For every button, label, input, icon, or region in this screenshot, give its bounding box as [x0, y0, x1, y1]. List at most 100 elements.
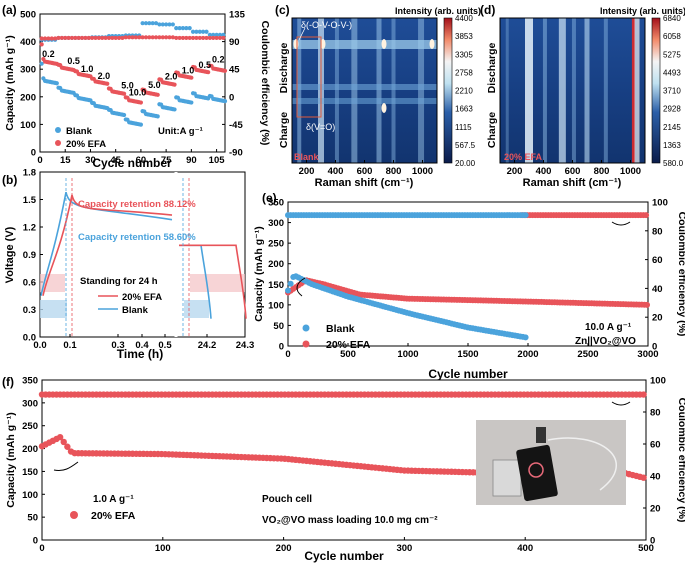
- series-marks-a: [39, 21, 228, 127]
- ce-point-blank: [153, 21, 159, 26]
- band-horizontal: [292, 84, 437, 90]
- ce-point-efa: [120, 35, 125, 41]
- hotspot: [320, 39, 326, 49]
- colorbar-tick-label: 5275: [663, 50, 681, 59]
- y-axis-b-tick-label: 0.9: [23, 250, 36, 261]
- ce-point-efa: [100, 35, 105, 41]
- capacity-point-efa: [60, 438, 67, 446]
- ce-point-efa: [194, 35, 199, 41]
- y2-axis-e: 0 20 40 60 80 100: [645, 198, 668, 353]
- y-axis-e-tick-label: 50: [273, 321, 284, 332]
- colorbar-tick-label: 3710: [663, 87, 681, 96]
- rate-label: 1.0: [182, 65, 195, 75]
- ce-point-efa: [56, 35, 61, 41]
- y-axis-b-tick-label: 0.3: [23, 305, 36, 316]
- panel-a: (a) 0 100 200 300 400 500 -90 -45 0 45 90 135 0 15 3…: [2, 3, 271, 170]
- side-label-charge-d: Charge: [486, 112, 498, 148]
- panel-label-b: (b): [2, 173, 17, 187]
- ce-point-efa: [184, 35, 189, 41]
- ce-point-efa: [211, 35, 216, 41]
- ce-point-blank: [143, 21, 149, 26]
- y-axis-a: 0 100 200 300 400 500: [20, 10, 43, 159]
- capacity-point-efa: [56, 433, 64, 441]
- x-axis-a-tick-label: 0: [37, 155, 42, 166]
- ce-point-efa: [164, 35, 169, 40]
- heatmap-bands-d: [505, 18, 640, 163]
- y2-axis-label-a: Coulombic efficiency (%): [259, 21, 271, 146]
- ce-point-efa: [53, 36, 58, 41]
- ce-point-efa: [140, 35, 145, 40]
- x-axis-e-tick-label: 500: [340, 349, 356, 360]
- y-axis-f-tick-label: 50: [27, 513, 38, 524]
- ce-point-blank: [190, 29, 196, 34]
- arrow-to-right-axis-f: [611, 401, 631, 406]
- raman-band: [542, 18, 547, 163]
- capacity-point-blank: [54, 81, 59, 86]
- raman-band: [418, 18, 425, 163]
- ce-point-blank: [174, 26, 179, 31]
- x-axis-a-tick-label: 45: [110, 155, 121, 166]
- colorbar-title-c: Intensity (arb. units): [395, 6, 481, 16]
- y2-axis-a-tick-label: 45: [229, 65, 240, 76]
- y2-axis-label-f: Coulombic efficiency (%): [676, 398, 685, 523]
- ce-point-efa: [197, 35, 202, 41]
- annotation-ovov-c: δ(-O-V-O-V-): [301, 20, 352, 30]
- y2-axis-a-tick-label: 0: [229, 92, 234, 103]
- y-axis-a-tick-label: 200: [20, 92, 36, 103]
- capacity-point-efa: [172, 82, 177, 87]
- ce-point-efa: [160, 35, 165, 40]
- ce-point-efa: [643, 212, 650, 219]
- colorbar-tick-label: 3853: [455, 32, 473, 41]
- capacity-point-blank: [155, 114, 160, 119]
- x-axis-label-b: Time (h): [117, 347, 163, 361]
- y2-axis-e-tick-label: 20: [652, 313, 663, 324]
- legend-label-efa-e: 20% EFA: [326, 339, 371, 351]
- x-axis-f-tick-label: 0: [39, 543, 44, 554]
- panel-f: (f) 0 50 100 150 200 250 300 350 0 20 40 60 80 100 0…: [2, 375, 685, 563]
- x-axis-b-tick-label: 24.2: [198, 340, 217, 351]
- x-axis-a-tick-label: 15: [60, 155, 71, 166]
- ce-point-blank: [160, 22, 165, 27]
- side-label-discharge-c: Discharge: [278, 42, 290, 93]
- y-axis-e-tick-label: 0: [279, 342, 284, 353]
- legend-label-efa-a: 20% EFA: [66, 139, 106, 150]
- hotspot: [381, 103, 387, 113]
- ce-point-efa: [90, 35, 95, 41]
- colorbar-tick-label: 6840: [663, 14, 681, 23]
- ce-point-efa: [46, 36, 51, 41]
- band-horizontal: [292, 98, 437, 104]
- panel-d: (d) Intensity (arb. units) 20% EFA Disch…: [480, 3, 685, 189]
- colorbar-tick-label: 1663: [455, 105, 473, 114]
- y2-axis-label-e: Coulombic efficiency (%): [676, 212, 685, 337]
- shade-blank-left-b: [40, 300, 67, 318]
- ce-point-blank: [140, 21, 145, 26]
- legend-label-efa-b: 20% EFA: [122, 292, 162, 303]
- colorbar-ticks-c: 4400 3853 3305 2758 2210 1663 1115 567.5 20.00: [455, 14, 476, 168]
- y-axis-label-b: Voltage (V): [4, 226, 16, 283]
- x-axis-a-tick-label: 105: [209, 155, 226, 166]
- ce-point-efa: [170, 35, 175, 40]
- x-axis-e: 0 500 1000 1500 2000 2500 3000: [285, 343, 659, 360]
- rate-note-e: 10.0 A g⁻¹: [585, 322, 632, 333]
- colorbar-tick-label: 20.00: [455, 159, 476, 168]
- ce-point-efa: [86, 35, 91, 41]
- panel-label-f: (f): [2, 375, 14, 389]
- ce-point-efa: [153, 35, 159, 40]
- ce-point-blank: [197, 29, 202, 34]
- colorbar-tick-label: 2758: [455, 68, 473, 77]
- ce-point-blank: [184, 26, 189, 31]
- x-axis-f-tick-label: 500: [638, 543, 654, 554]
- ce-point-efa: [147, 35, 152, 40]
- capacity-point-efa: [206, 70, 211, 75]
- y-axis-a-tick-label: 100: [20, 120, 36, 131]
- capacity-point-efa: [105, 81, 110, 86]
- ce-point-efa: [174, 35, 179, 41]
- rate-label: 1.0: [81, 64, 94, 74]
- y2-axis-f: 0 20 40 60 80 100: [643, 376, 666, 547]
- y-axis-b: 0.0 0.3 0.6 0.9 1.2 1.5 1.8: [23, 168, 43, 344]
- side-label-discharge-d: Discharge: [486, 42, 498, 93]
- y2-axis-f-tick-label: 20: [650, 504, 661, 515]
- x-axis-d-tick-label: 200: [507, 166, 523, 177]
- x-axis-c-tick-label: 1000: [412, 166, 433, 177]
- colorbar-tick-label: 580.0: [663, 159, 684, 168]
